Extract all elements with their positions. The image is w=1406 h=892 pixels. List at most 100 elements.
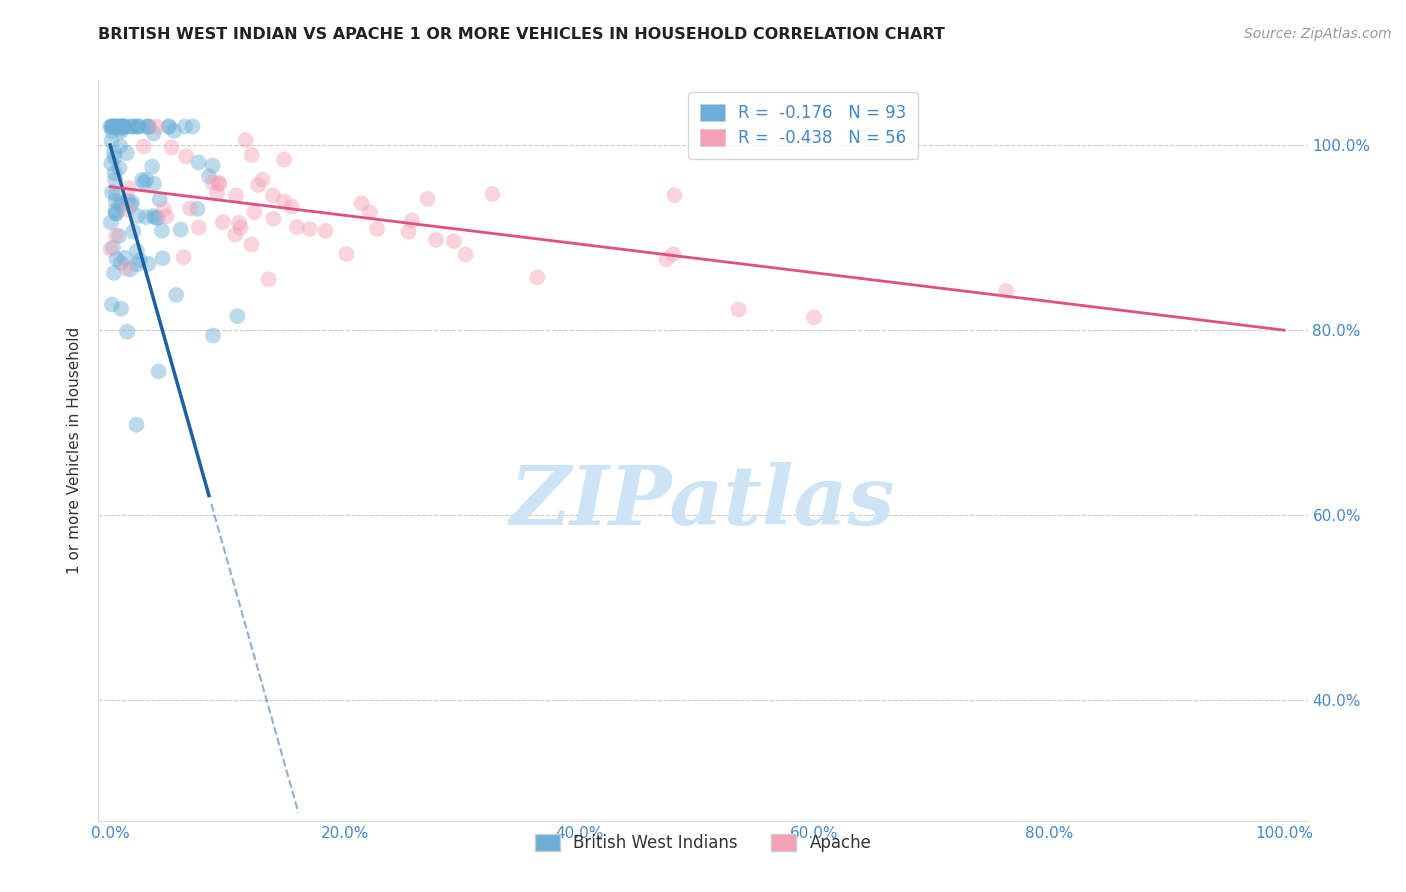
Point: [262, 188, 284, 202]
Point: [111, 120, 134, 134]
Point: [201, 328, 224, 343]
Point: [143, 211, 166, 225]
Point: [101, 124, 124, 138]
Point: [226, 309, 249, 323]
Point: [273, 153, 295, 167]
Point: [225, 188, 247, 202]
Point: [118, 181, 141, 195]
Point: [173, 250, 195, 264]
Point: [257, 272, 280, 286]
Point: [105, 120, 128, 134]
Point: [201, 159, 224, 173]
Point: [285, 220, 308, 235]
Point: [114, 251, 136, 265]
Point: [243, 205, 266, 219]
Point: [110, 197, 132, 211]
Text: Source: ZipAtlas.com: Source: ZipAtlas.com: [1244, 27, 1392, 41]
Point: [141, 160, 163, 174]
Point: [146, 211, 169, 225]
Point: [247, 178, 270, 193]
Point: [186, 202, 208, 216]
Point: [208, 177, 231, 191]
Point: [100, 156, 122, 170]
Point: [135, 120, 157, 134]
Point: [135, 211, 157, 225]
Point: [105, 228, 128, 243]
Point: [153, 202, 176, 216]
Point: [103, 145, 125, 160]
Point: [443, 234, 465, 248]
Point: [105, 120, 128, 134]
Point: [315, 224, 337, 238]
Point: [208, 176, 231, 190]
Point: [240, 148, 263, 162]
Point: [280, 200, 302, 214]
Point: [101, 186, 124, 200]
Point: [101, 297, 124, 311]
Point: [150, 224, 173, 238]
Point: [526, 270, 548, 285]
Point: [481, 186, 503, 201]
Point: [120, 262, 142, 277]
Point: [401, 213, 423, 227]
Point: [110, 122, 132, 136]
Point: [127, 120, 149, 134]
Point: [131, 173, 153, 187]
Point: [662, 247, 685, 261]
Text: ZIPatlas: ZIPatlas: [510, 462, 896, 542]
Point: [187, 155, 209, 169]
Point: [112, 120, 135, 134]
Point: [152, 252, 174, 266]
Point: [132, 176, 155, 190]
Point: [101, 120, 124, 134]
Point: [169, 222, 191, 236]
Point: [122, 120, 145, 134]
Point: [132, 139, 155, 153]
Point: [101, 120, 124, 134]
Point: [115, 325, 138, 339]
Point: [211, 215, 233, 229]
Point: [201, 176, 224, 190]
Text: BRITISH WEST INDIAN VS APACHE 1 OR MORE VEHICLES IN HOUSEHOLD CORRELATION CHART: BRITISH WEST INDIAN VS APACHE 1 OR MORE …: [98, 27, 945, 42]
Point: [110, 301, 132, 316]
Point: [105, 186, 128, 201]
Point: [103, 120, 125, 134]
Point: [127, 120, 149, 134]
Point: [104, 166, 127, 180]
Point: [425, 233, 447, 247]
Point: [135, 172, 157, 186]
Point: [148, 364, 170, 378]
Point: [110, 124, 132, 138]
Point: [359, 205, 381, 219]
Point: [146, 120, 169, 134]
Point: [335, 247, 357, 261]
Point: [416, 192, 439, 206]
Point: [350, 196, 373, 211]
Point: [995, 284, 1018, 298]
Point: [105, 120, 128, 134]
Point: [110, 139, 132, 153]
Point: [111, 120, 134, 134]
Point: [100, 120, 122, 134]
Point: [104, 194, 127, 208]
Point: [149, 193, 172, 207]
Point: [252, 172, 274, 186]
Point: [117, 202, 139, 217]
Point: [108, 161, 131, 175]
Point: [122, 225, 145, 239]
Point: [100, 134, 122, 148]
Legend: British West Indians, Apache: British West Indians, Apache: [526, 826, 880, 861]
Point: [664, 188, 686, 202]
Point: [205, 186, 228, 200]
Point: [125, 244, 148, 258]
Point: [115, 261, 138, 276]
Point: [101, 120, 124, 134]
Point: [179, 202, 201, 216]
Point: [138, 257, 160, 271]
Point: [240, 237, 263, 252]
Point: [138, 120, 160, 134]
Point: [127, 209, 149, 223]
Point: [160, 140, 183, 154]
Point: [228, 216, 250, 230]
Point: [105, 207, 128, 221]
